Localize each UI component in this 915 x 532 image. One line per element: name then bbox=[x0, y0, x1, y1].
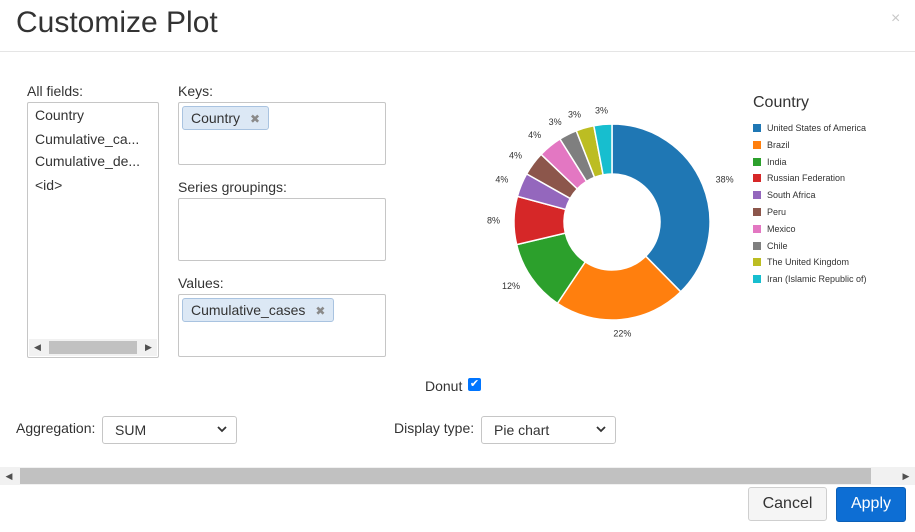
donut-checkbox[interactable]: ✔ bbox=[468, 378, 481, 391]
values-chip-cumulative-cases[interactable]: Cumulative_cases ✖ bbox=[182, 298, 335, 322]
legend-label: Russian Federation bbox=[767, 173, 846, 184]
legend-label: Brazil bbox=[767, 139, 790, 150]
pie-percent-label-1: 22% bbox=[613, 329, 631, 339]
pie-slice-1 bbox=[556, 255, 682, 321]
legend-title: Country bbox=[753, 94, 810, 111]
pie-percent-label-9: 3% bbox=[595, 105, 608, 115]
legend-label: Mexico bbox=[767, 223, 796, 234]
pie-percent-label-0: 38% bbox=[716, 175, 734, 185]
pie-percent-label-7: 3% bbox=[549, 117, 562, 127]
legend-item-6[interactable]: Mexico bbox=[753, 224, 796, 234]
legend-label: The United Kingdom bbox=[767, 257, 850, 268]
series-groupings-label: Series groupings: bbox=[178, 179, 287, 195]
field-item-cumulative-cases[interactable]: Cumulative_ca... bbox=[35, 131, 140, 147]
close-icon[interactable]: × bbox=[891, 10, 901, 27]
legend-swatch bbox=[753, 140, 761, 149]
display-type-select[interactable]: Pie chart bbox=[481, 416, 616, 444]
chart-percent-labels: 38% 22% 12% 8% 4% 4% 4% 3% 3% 3% bbox=[487, 105, 734, 338]
arrow-right-icon[interactable]: ▶ bbox=[145, 342, 152, 352]
close-icon[interactable]: ✖ bbox=[250, 112, 261, 126]
legend-swatch bbox=[753, 258, 761, 267]
dialog-scroll-thumb[interactable] bbox=[20, 468, 871, 484]
pie-percent-label-6: 4% bbox=[528, 130, 541, 140]
legend-item-8[interactable]: The United Kingdom bbox=[753, 257, 849, 267]
chevron-down-icon bbox=[595, 417, 607, 451]
legend-swatch bbox=[753, 174, 761, 183]
chip-label: Cumulative_cases bbox=[191, 302, 306, 318]
legend-swatch bbox=[753, 124, 761, 132]
pie-slice-9 bbox=[592, 123, 613, 176]
aggregation-select[interactable]: SUM bbox=[102, 416, 237, 444]
pie-percent-label-5: 4% bbox=[509, 150, 522, 160]
dialog-horizontal-scrollbar[interactable]: ◀ ▶ bbox=[0, 467, 915, 485]
chevron-down-icon bbox=[216, 417, 228, 451]
legend-item-4[interactable]: South Africa bbox=[753, 190, 816, 200]
fields-scroll-thumb[interactable] bbox=[49, 341, 137, 354]
all-fields-list[interactable]: Country Cumulative_ca... Cumulative_de..… bbox=[27, 102, 159, 358]
field-item-country[interactable]: Country bbox=[35, 107, 85, 123]
legend-swatch bbox=[753, 191, 761, 200]
chip-label: Country bbox=[191, 110, 241, 126]
legend-item-1[interactable]: Brazil bbox=[753, 140, 790, 150]
pie-slice-0 bbox=[611, 123, 711, 293]
legend-item-9[interactable]: Iran (Islamic Republic of) bbox=[753, 274, 867, 284]
header-divider bbox=[0, 51, 915, 52]
donut-chart: 38% 22% 12% 8% 4% 4% 4% 3% 3% 3% bbox=[487, 105, 734, 338]
donut-label: Donut bbox=[425, 378, 463, 394]
legend-item-7[interactable]: Chile bbox=[753, 241, 788, 251]
legend-label: South Africa bbox=[767, 190, 816, 201]
series-groupings-dropzone[interactable] bbox=[178, 198, 386, 261]
chart-slices bbox=[513, 123, 711, 321]
fields-horizontal-scrollbar[interactable]: ◀ ▶ bbox=[29, 339, 157, 356]
all-fields-label: All fields: bbox=[27, 83, 84, 99]
legend-swatch bbox=[753, 208, 761, 216]
display-type-value: Pie chart bbox=[494, 422, 550, 438]
legend-label: United States of America bbox=[767, 123, 867, 133]
legend-item-0[interactable]: United States of America bbox=[753, 123, 866, 133]
close-icon[interactable]: ✖ bbox=[315, 304, 326, 318]
values-label: Values: bbox=[178, 275, 224, 291]
legend-swatch bbox=[753, 157, 761, 166]
legend-item-2[interactable]: India bbox=[753, 157, 787, 167]
values-dropzone[interactable]: Cumulative_cases ✖ bbox=[178, 294, 386, 357]
aggregation-label: Aggregation: bbox=[16, 420, 96, 436]
field-item-id[interactable]: <id> bbox=[35, 177, 63, 193]
legend-swatch bbox=[753, 241, 761, 250]
arrow-right-icon[interactable]: ▶ bbox=[902, 471, 910, 481]
legend-item-5[interactable]: Peru bbox=[753, 207, 786, 217]
keys-chip-country[interactable]: Country ✖ bbox=[182, 106, 270, 130]
field-item-cumulative-deaths[interactable]: Cumulative_de... bbox=[35, 153, 141, 169]
legend-label: Iran (Islamic Republic of) bbox=[767, 274, 867, 285]
legend-item-3[interactable]: Russian Federation bbox=[753, 173, 845, 183]
legend-label: India bbox=[767, 156, 787, 167]
pie-percent-label-3: 8% bbox=[487, 215, 500, 225]
pie-percent-label-2: 12% bbox=[502, 281, 520, 291]
arrow-left-icon[interactable]: ◀ bbox=[5, 471, 13, 481]
legend-label: Peru bbox=[767, 207, 787, 217]
dialog-title: Customize Plot bbox=[16, 6, 218, 39]
apply-button[interactable]: Apply bbox=[836, 487, 906, 522]
aggregation-value: SUM bbox=[115, 422, 147, 438]
keys-label: Keys: bbox=[178, 83, 214, 99]
pie-percent-label-8: 3% bbox=[568, 109, 581, 119]
legend-label: Chile bbox=[767, 240, 788, 251]
legend-swatch bbox=[753, 275, 761, 284]
cancel-button[interactable]: Cancel bbox=[748, 487, 827, 521]
keys-dropzone[interactable]: Country ✖ bbox=[178, 102, 386, 165]
legend-swatch bbox=[753, 224, 761, 233]
arrow-left-icon[interactable]: ◀ bbox=[34, 342, 41, 352]
display-type-label: Display type: bbox=[394, 420, 475, 436]
pie-percent-label-4: 4% bbox=[495, 175, 508, 185]
